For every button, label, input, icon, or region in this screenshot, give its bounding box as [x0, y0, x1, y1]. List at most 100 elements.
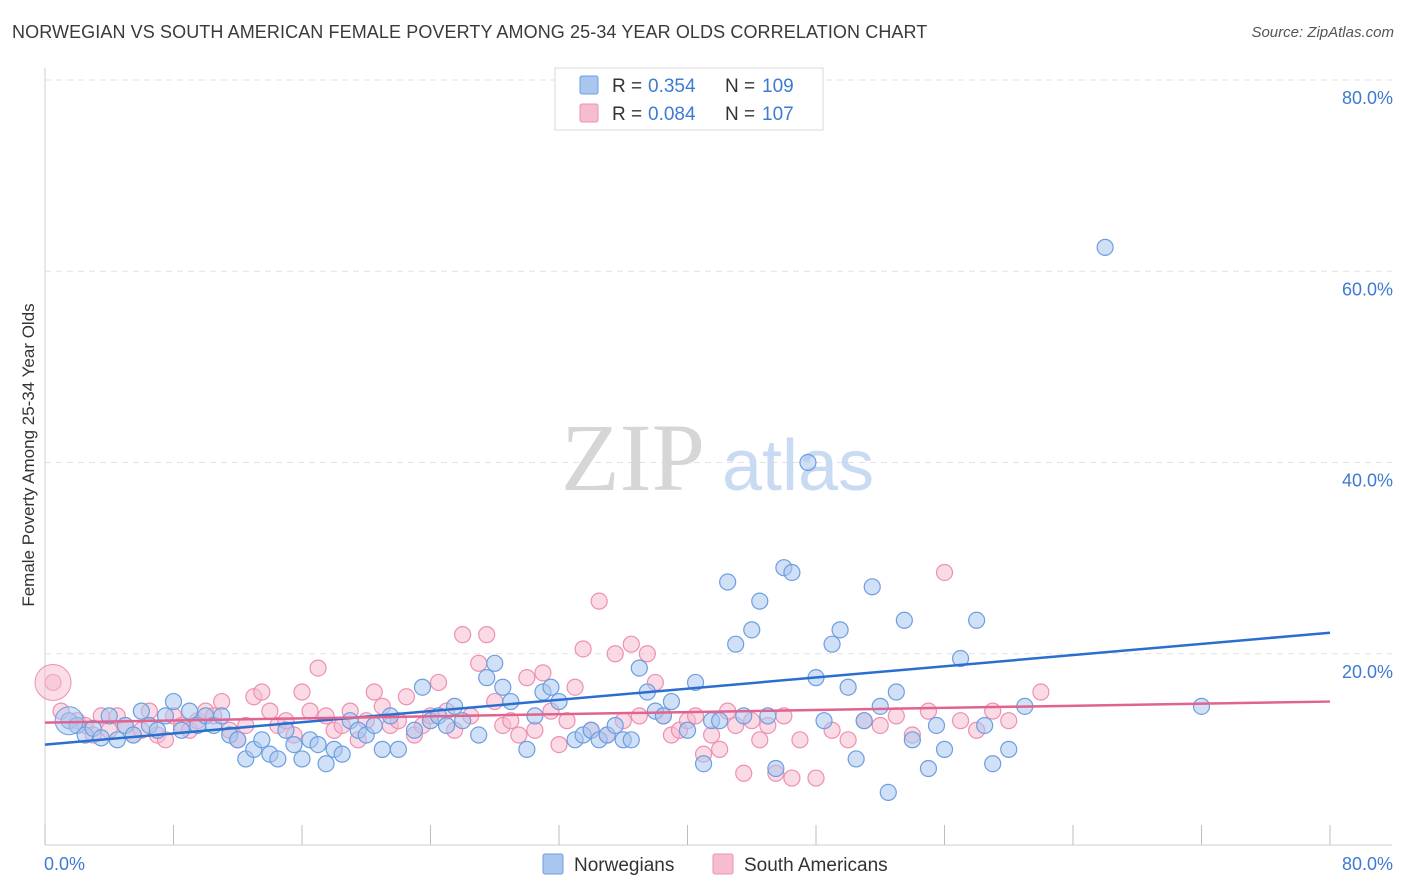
norwegians-point — [542, 678, 560, 696]
norwegians-point — [871, 697, 889, 715]
south-americans-point — [478, 626, 496, 644]
norwegians-point — [494, 678, 512, 696]
norwegians-point — [213, 707, 231, 725]
norwegians-point — [180, 702, 199, 720]
norwegians-point — [968, 611, 986, 629]
norwegians-point — [132, 702, 150, 720]
y-tick-label: 20.0% — [1342, 662, 1393, 682]
south-americans-points — [34, 563, 1050, 787]
norwegians-point — [719, 573, 737, 591]
norwegians-point — [743, 621, 761, 639]
south-americans-point — [470, 654, 488, 672]
gridlines — [45, 79, 1392, 655]
norwegians-cluster-point — [54, 706, 84, 736]
norwegians-point — [92, 729, 110, 747]
south-americans-point — [686, 707, 705, 725]
south-americans-point — [534, 664, 552, 682]
norwegians-point — [124, 726, 142, 744]
norwegians-point — [373, 740, 391, 758]
legend-n-label-1: N = — [725, 76, 755, 97]
south-americans-point — [1000, 712, 1018, 730]
legend-n-value-1: 109 — [762, 76, 794, 97]
source-label: Source: ZipAtlas.com — [1251, 24, 1394, 41]
norwegians-point — [927, 716, 946, 735]
legend-r-label-2: R = — [612, 104, 642, 125]
norwegians-point — [815, 712, 833, 730]
norwegians-point — [470, 726, 488, 744]
norwegians-point — [694, 755, 713, 773]
bottom-legend-norwegians: Norwegians — [574, 855, 674, 876]
norwegians-point — [413, 678, 432, 696]
south-americans-point — [751, 731, 769, 749]
south-americans-point — [213, 692, 231, 711]
south-americans-point — [550, 735, 568, 754]
norwegians-point — [172, 721, 191, 739]
legend-swatch-norwegians — [579, 75, 599, 95]
south-americans-point — [518, 669, 536, 687]
norwegians-point — [518, 740, 536, 758]
norwegians-point — [606, 716, 624, 735]
norwegians-point — [855, 712, 873, 730]
norwegians-trend-line — [44, 631, 1331, 746]
norwegians-point — [100, 707, 118, 725]
watermark-atlas: atlas — [722, 426, 874, 506]
norwegians-point — [389, 740, 407, 758]
south-americans-point — [365, 683, 383, 701]
norwegians-point — [863, 578, 881, 596]
legend-n-value-2: 107 — [762, 104, 794, 125]
south-americans-point — [253, 683, 271, 701]
norwegians-point — [727, 635, 745, 653]
south-americans-point — [429, 673, 448, 692]
norwegians-point — [831, 621, 849, 639]
norwegians-point — [984, 755, 1002, 773]
bottom-legend-south-americans: South Americans — [744, 855, 888, 876]
norwegians-point — [285, 735, 303, 754]
norwegians-point — [277, 721, 295, 739]
norwegians-point — [783, 563, 801, 582]
norwegians-point — [976, 716, 994, 735]
norwegians-points — [54, 238, 1211, 802]
norwegians-point — [630, 659, 648, 677]
norwegians-point — [1096, 238, 1114, 256]
south-americans-point — [630, 707, 648, 725]
chart-title: NORWEGIAN VS SOUTH AMERICAN FEMALE POVER… — [12, 22, 928, 42]
norwegians-point — [1192, 697, 1211, 715]
south-americans-point — [454, 626, 472, 644]
south-americans-point — [502, 712, 520, 730]
norwegians-point — [751, 592, 769, 610]
south-americans-point — [566, 678, 584, 696]
norwegians-point — [478, 669, 496, 687]
norwegians-point — [839, 678, 857, 696]
norwegians-point — [269, 750, 287, 768]
norwegians-point — [935, 740, 954, 758]
south-americans-point — [1032, 683, 1050, 701]
legend: R = 0.354 N = 109 R = 0.084 N = 107 — [554, 67, 824, 131]
south-americans-point — [526, 721, 544, 739]
south-americans-point — [735, 764, 753, 782]
norwegians-point — [799, 453, 817, 472]
south-americans-point — [871, 716, 889, 735]
norwegians-point — [445, 697, 464, 715]
norwegians-point — [405, 721, 424, 739]
norwegians-point — [879, 783, 897, 802]
y-tick-label: 80.0% — [1342, 88, 1393, 108]
south-americans-point — [984, 702, 1002, 720]
south-americans-point — [783, 769, 801, 787]
norwegians-point — [333, 745, 351, 763]
south-americans-point — [309, 659, 327, 677]
norwegians-point — [767, 759, 785, 778]
norwegians-point — [887, 683, 905, 701]
legend-n-label-2: N = — [725, 104, 755, 125]
south-americans-point — [261, 702, 279, 720]
norwegians-point — [437, 716, 456, 735]
y-tick-label: 60.0% — [1342, 279, 1393, 299]
south-americans-point — [919, 702, 938, 720]
y-tick-label: 40.0% — [1342, 471, 1393, 491]
south-americans-point — [590, 592, 608, 610]
south-americans-point — [397, 688, 416, 706]
x-tick-label-min: 0.0% — [44, 854, 85, 874]
norwegians-point — [919, 759, 938, 778]
south-americans-point — [558, 712, 576, 730]
norwegians-point — [847, 750, 865, 768]
norwegians-point — [662, 692, 681, 711]
